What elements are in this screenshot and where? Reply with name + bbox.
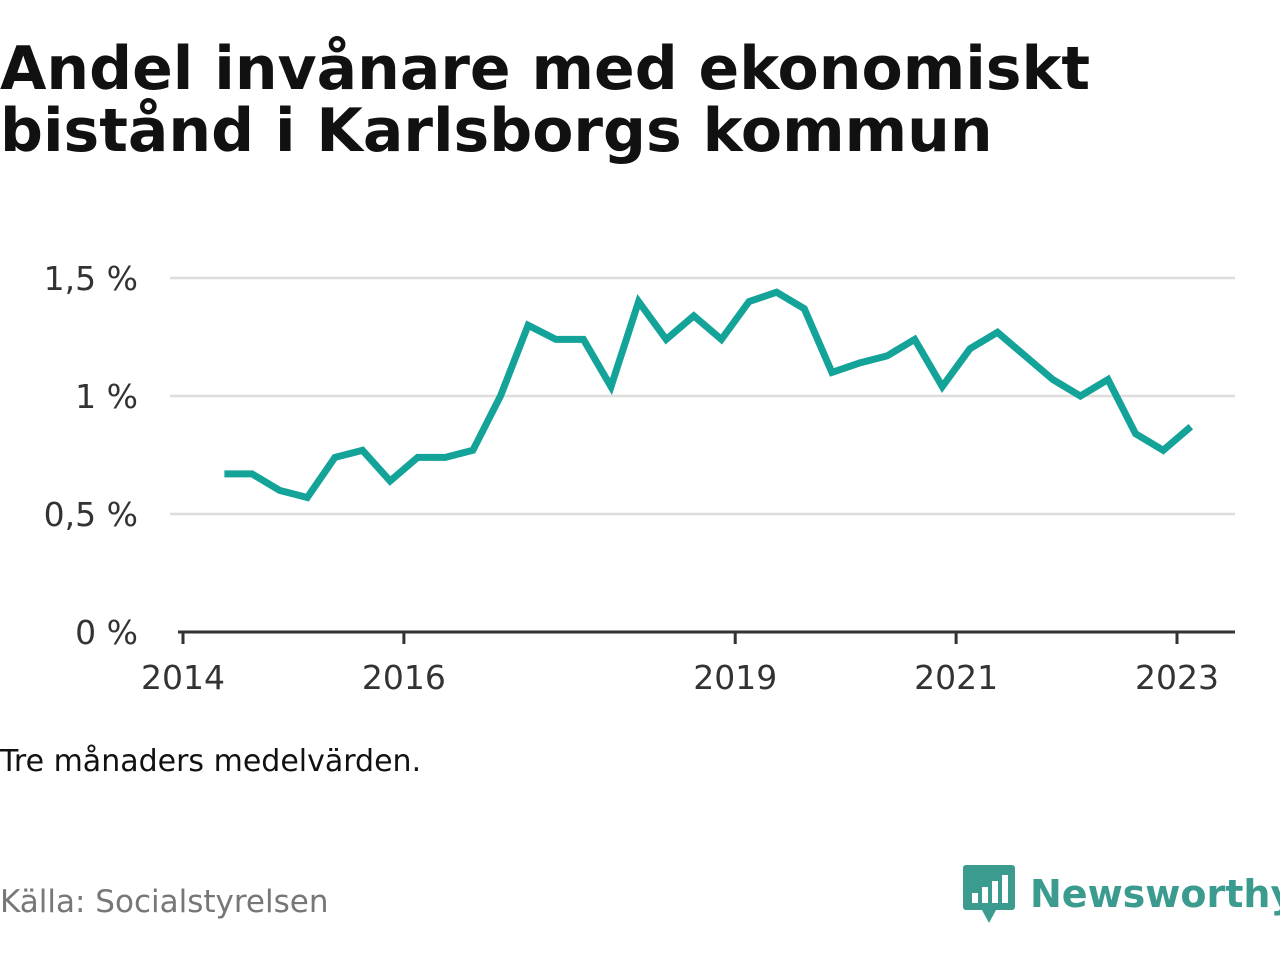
y-tick-label: 1 % [75, 377, 138, 416]
y-tick-label: 0,5 % [44, 495, 138, 534]
x-tick-label: 2019 [693, 658, 777, 697]
series-line [224, 288, 1194, 502]
y-tick-label: 1,5 % [44, 259, 138, 298]
chart-note: Tre månaders medelvärden. [0, 744, 422, 779]
x-tick-label: 2014 [141, 658, 225, 697]
y-axis: 0 % 0,5 % 1 % 1,5 % [44, 259, 138, 652]
newsworthy-logo-icon [963, 865, 1015, 923]
x-tick-label: 2016 [362, 658, 446, 697]
line-chart: 0 % 0,5 % 1 % 1,5 % 2014 2016 2019 2021 2023 [44, 259, 1235, 697]
x-tick-label: 2021 [914, 658, 998, 697]
brand-name: Newsworthy [1030, 872, 1280, 916]
series-layer [224, 288, 1194, 502]
brand-logo[interactable]: Newsworthy [962, 862, 1280, 926]
gridlines [170, 276, 1235, 516]
source-label: Källa: Socialstyrelsen [0, 884, 329, 920]
chart-title: Andel invånare med ekonomiskt bistånd i … [0, 34, 1091, 166]
x-axis: 2014 2016 2019 2021 2023 [141, 630, 1235, 697]
x-tick-label: 2023 [1135, 658, 1219, 697]
y-tick-label: 0 % [75, 613, 138, 652]
